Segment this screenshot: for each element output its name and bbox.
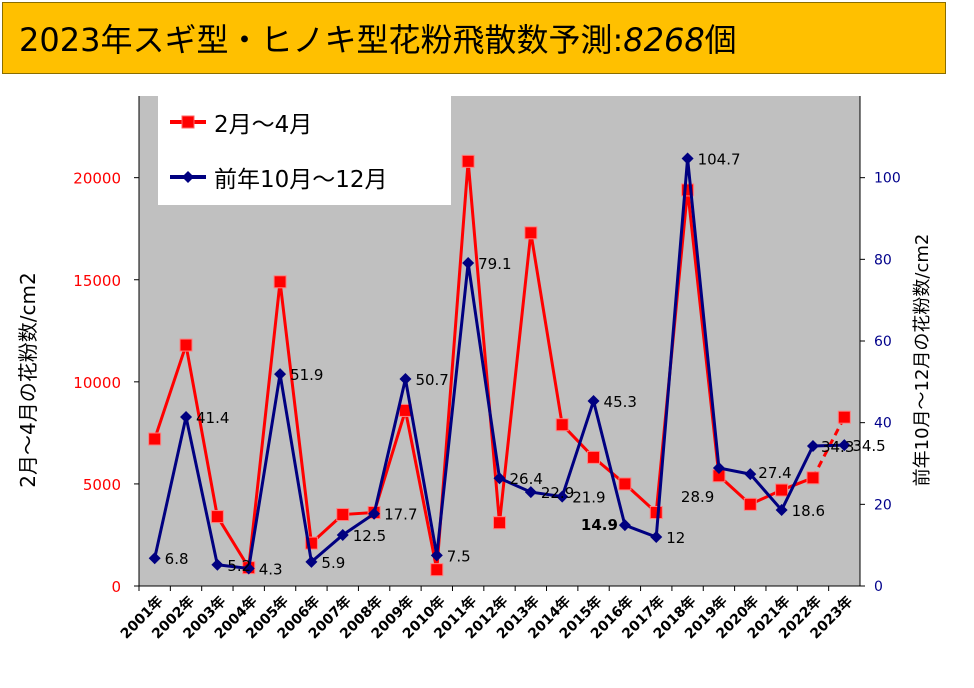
data-label-prev-oct-dec: 5.2 xyxy=(227,557,251,575)
data-label-prev-oct-dec: 22.9 xyxy=(541,484,574,502)
y-axis-right: 0 20 40 60 80 100 xyxy=(859,96,901,595)
data-point-prev-oct-dec xyxy=(368,507,381,520)
data-point-prev-oct-dec xyxy=(462,257,475,270)
data-point-prev-oct-dec xyxy=(399,372,412,385)
data-point-prev-oct-dec xyxy=(618,519,631,532)
data-point-prev-oct-dec xyxy=(806,439,819,452)
data-label-prev-oct-dec: 41.4 xyxy=(196,409,229,427)
y-tick-label-left: 15000 xyxy=(73,272,121,290)
legend-item-feb-apr: 2月～4月 xyxy=(170,102,312,142)
y-tick-label-left: 0 xyxy=(111,578,121,596)
data-point-prev-oct-dec xyxy=(430,549,443,562)
data-point-prev-oct-dec xyxy=(274,368,287,381)
title-unit: 個 xyxy=(704,21,737,59)
data-point-prev-oct-dec xyxy=(180,410,193,423)
data-point-feb-apr xyxy=(806,471,820,485)
y-tick-label-right: 80 xyxy=(874,252,892,268)
data-point-feb-apr xyxy=(461,154,475,168)
data-label-prev-oct-dec: 17.7 xyxy=(384,506,417,524)
legend-label-prev-oct-dec: 前年10月～12月 xyxy=(214,167,388,193)
title-forecast-value: 8268 xyxy=(623,21,705,59)
y-tick-label-right: 40 xyxy=(874,416,892,432)
data-point-feb-apr xyxy=(148,432,162,446)
data-label-prev-oct-dec: 50.7 xyxy=(415,371,448,389)
data-point-prev-oct-dec xyxy=(838,439,851,452)
data-label-prev-oct-dec: 6.8 xyxy=(165,550,189,568)
data-label-prev-oct-dec: 14.9 xyxy=(581,516,618,534)
data-point-prev-oct-dec xyxy=(712,461,725,474)
x-axis: 2001年2002年2003年2004年2005年2006年2007年2008年… xyxy=(117,585,860,642)
data-point-prev-oct-dec xyxy=(744,468,757,481)
data-point-prev-oct-dec xyxy=(493,472,506,485)
data-label-prev-oct-dec: 4.3 xyxy=(259,560,283,578)
data-point-prev-oct-dec xyxy=(305,555,318,568)
y-axis-right-title: 前年10月～12月の花粉数/cm2 xyxy=(912,234,933,487)
data-point-prev-oct-dec xyxy=(556,490,569,503)
data-label-prev-oct-dec: 34.3 xyxy=(821,438,854,456)
data-point-feb-apr xyxy=(743,497,757,511)
data-label-prev-oct-dec: 12.5 xyxy=(353,527,386,545)
data-label-prev-oct-dec: 27.4 xyxy=(758,464,791,482)
title-bar: 2023年スギ型・ヒノキ型花粉飛散数予測:8268個 xyxy=(2,2,946,74)
data-point-prev-oct-dec xyxy=(775,504,788,517)
data-point-feb-apr xyxy=(837,410,851,424)
y-axis-left: 0 5000 10000 15000 20000 xyxy=(73,96,140,596)
legend-label-feb-apr: 2月～4月 xyxy=(214,112,313,138)
series-line-feb-apr xyxy=(153,161,814,573)
data-label-prev-oct-dec: 34.5 xyxy=(852,437,885,455)
data-point-feb-apr xyxy=(775,483,789,497)
data-label-prev-oct-dec: 28.9 xyxy=(681,488,714,506)
data-point-feb-apr xyxy=(555,418,569,432)
data-point-feb-apr xyxy=(179,338,193,352)
y-tick-label-left: 5000 xyxy=(83,476,121,494)
data-point-feb-apr xyxy=(430,563,444,577)
data-point-prev-oct-dec xyxy=(211,558,224,571)
data-point-prev-oct-dec xyxy=(242,562,255,575)
data-label-prev-oct-dec: 18.6 xyxy=(792,502,825,520)
y-tick-label-left: 10000 xyxy=(73,374,121,392)
data-point-prev-oct-dec xyxy=(148,552,161,565)
data-point-feb-apr xyxy=(273,275,287,289)
data-label-prev-oct-dec: 79.1 xyxy=(478,255,511,273)
data-label-prev-oct-dec: 26.4 xyxy=(510,470,543,488)
data-label-prev-oct-dec: 12 xyxy=(666,529,685,547)
data-point-feb-apr xyxy=(336,508,350,522)
data-label-prev-oct-dec: 104.7 xyxy=(698,150,741,168)
y-tick-label-right: 100 xyxy=(874,171,901,187)
data-label-prev-oct-dec: 45.3 xyxy=(604,393,637,411)
data-point-feb-apr xyxy=(210,510,224,524)
legend-item-prev-oct-dec: 前年10月～12月 xyxy=(170,157,388,197)
data-label-prev-oct-dec: 7.5 xyxy=(447,547,471,565)
data-point-feb-apr xyxy=(493,516,506,530)
data-point-feb-apr xyxy=(587,450,601,464)
y-tick-label-right: 60 xyxy=(874,334,892,350)
data-point-prev-oct-dec xyxy=(587,395,600,408)
data-point-feb-apr xyxy=(618,477,632,491)
data-point-prev-oct-dec xyxy=(524,486,537,499)
chart-title: 2023年スギ型・ヒノキ型花粉飛散数予測:8268個 xyxy=(19,15,737,61)
y-tick-label-left: 20000 xyxy=(73,170,121,188)
data-point-feb-apr xyxy=(524,226,538,240)
data-label-prev-oct-dec: 51.9 xyxy=(290,366,323,384)
legend-marker-square-icon xyxy=(170,115,206,129)
y-tick-label-right: 20 xyxy=(874,497,892,513)
data-label-prev-oct-dec: 21.9 xyxy=(572,489,605,507)
data-point-feb-apr xyxy=(649,506,663,519)
title-main-text: 2023年スギ型・ヒノキ型花粉飛散数予測: xyxy=(19,21,624,59)
data-point-prev-oct-dec xyxy=(650,531,663,543)
data-label-prev-oct-dec: 5.9 xyxy=(321,554,345,572)
data-point-prev-oct-dec xyxy=(336,528,349,541)
legend-marker-diamond-icon xyxy=(170,171,206,183)
data-point-prev-oct-dec xyxy=(681,152,694,165)
series-layer: 6.8 41.4 5.2 4.3 51.9 5.9 12.5 17.7 50.7 7.5 79.1 2… xyxy=(148,150,886,578)
y-tick-label-right: 0 xyxy=(874,579,883,595)
legend: 2月～4月 前年10月～12月 xyxy=(158,96,451,205)
y-axis-left-title: 2月～4月の花粉数/cm2 xyxy=(16,272,40,487)
